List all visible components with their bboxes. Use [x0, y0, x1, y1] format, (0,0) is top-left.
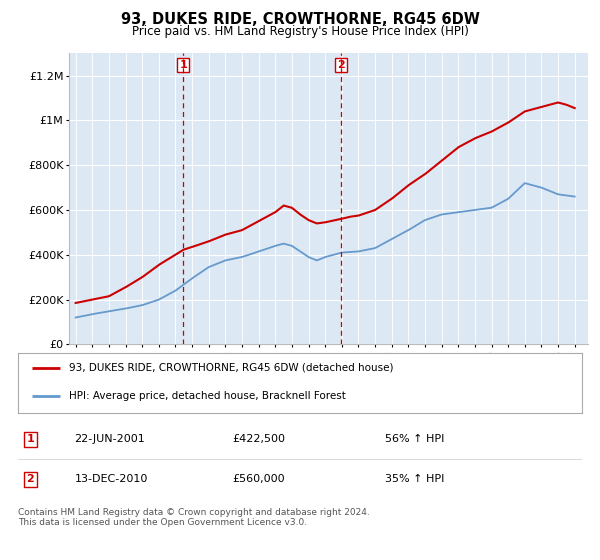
Text: 22-JUN-2001: 22-JUN-2001 [74, 435, 145, 444]
Text: HPI: Average price, detached house, Bracknell Forest: HPI: Average price, detached house, Brac… [69, 391, 346, 402]
Text: 35% ↑ HPI: 35% ↑ HPI [385, 474, 444, 484]
Text: 2: 2 [26, 474, 34, 484]
Text: 1: 1 [26, 435, 34, 444]
Text: 93, DUKES RIDE, CROWTHORNE, RG45 6DW: 93, DUKES RIDE, CROWTHORNE, RG45 6DW [121, 12, 479, 27]
Text: £422,500: £422,500 [232, 435, 286, 444]
Text: Price paid vs. HM Land Registry's House Price Index (HPI): Price paid vs. HM Land Registry's House … [131, 25, 469, 38]
Text: 93, DUKES RIDE, CROWTHORNE, RG45 6DW (detached house): 93, DUKES RIDE, CROWTHORNE, RG45 6DW (de… [69, 363, 393, 373]
Text: 13-DEC-2010: 13-DEC-2010 [74, 474, 148, 484]
Text: £560,000: £560,000 [232, 474, 285, 484]
Text: 1: 1 [179, 60, 187, 71]
Text: 2: 2 [337, 60, 345, 71]
Text: Contains HM Land Registry data © Crown copyright and database right 2024.
This d: Contains HM Land Registry data © Crown c… [18, 508, 370, 528]
Text: 56% ↑ HPI: 56% ↑ HPI [385, 435, 444, 444]
